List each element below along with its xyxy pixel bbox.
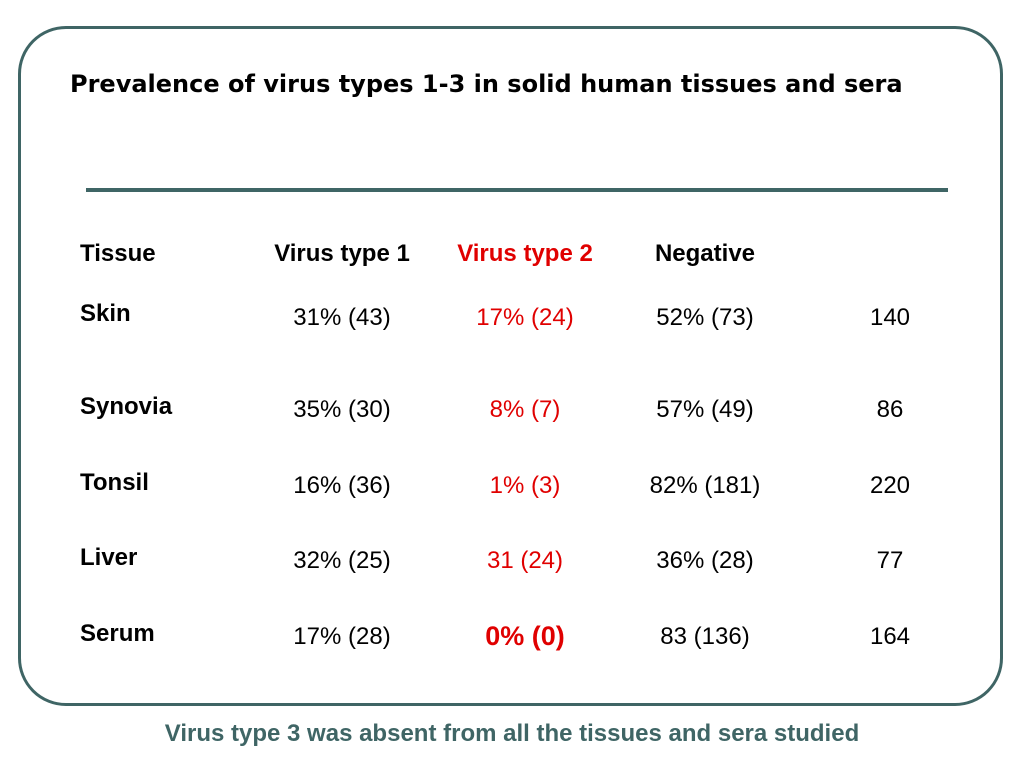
cell-tonsil-virus2: 1% (3) (489, 472, 561, 499)
cell-liver-total: 77 (876, 547, 904, 574)
header-tissue: Tissue (80, 240, 156, 267)
title-divider (86, 188, 948, 192)
row-label-serum: Serum (80, 620, 155, 647)
cell-skin-virus1: 31% (43) (293, 304, 391, 331)
row-label-synovia: Synovia (80, 393, 173, 420)
cell-liver-negative: 36% (28) (656, 547, 754, 574)
cell-skin-negative: 52% (73) (656, 304, 754, 331)
cell-serum-negative: 83 (136) (660, 623, 750, 650)
header-negative: Negative (654, 240, 756, 267)
row-label-tonsil: Tonsil (80, 469, 149, 496)
header-virus-type-1: Virus type 1 (274, 240, 410, 267)
cell-liver-virus1: 32% (25) (293, 547, 391, 574)
header-virus-type-2: Virus type 2 (457, 240, 593, 267)
cell-skin-total: 140 (869, 304, 911, 331)
cell-serum-virus2: 0% (0) (485, 621, 565, 651)
cell-serum-total: 164 (869, 623, 911, 650)
row-label-skin: Skin (80, 300, 131, 327)
slide-title: Prevalence of virus types 1-3 in solid h… (70, 70, 903, 98)
cell-synovia-negative: 57% (49) (656, 396, 754, 423)
footer-note: Virus type 3 was absent from all the tis… (164, 720, 860, 747)
cell-serum-virus1: 17% (28) (293, 623, 391, 650)
cell-tonsil-total: 220 (869, 472, 911, 499)
cell-tonsil-virus1: 16% (36) (293, 472, 391, 499)
cell-synovia-virus2: 8% (7) (489, 396, 561, 423)
rounded-frame (18, 26, 1003, 706)
row-label-liver: Liver (80, 544, 138, 571)
cell-synovia-virus1: 35% (30) (293, 396, 391, 423)
cell-skin-virus2: 17% (24) (476, 304, 574, 331)
cell-liver-virus2: 31 (24) (486, 547, 564, 574)
cell-synovia-total: 86 (876, 396, 904, 423)
cell-tonsil-negative: 82% (181) (649, 472, 761, 499)
